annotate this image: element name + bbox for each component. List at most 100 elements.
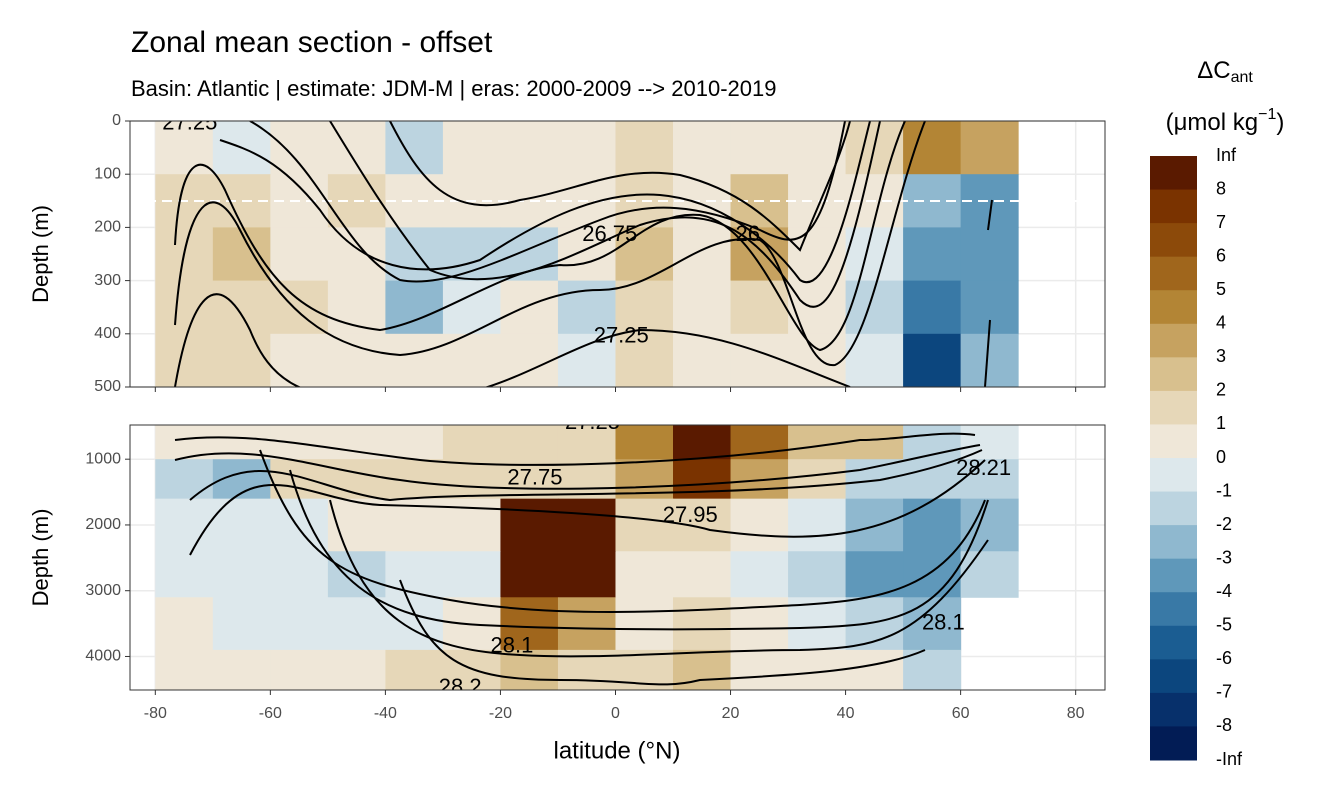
legend-label: -6 (1216, 648, 1232, 668)
y-tick-label: 4000 (85, 648, 121, 665)
field-cell (270, 498, 329, 552)
legend-swatch (1150, 558, 1197, 593)
field-cell (903, 280, 962, 335)
field-cell (155, 597, 214, 651)
field-cell (788, 551, 847, 598)
field-cell (673, 121, 732, 175)
contour-label: 27.75 (507, 465, 562, 490)
y-axis-label: Depth (m) (28, 205, 53, 303)
field-cell (960, 227, 1019, 282)
field-cell (730, 498, 789, 552)
legend-label: -4 (1216, 581, 1232, 601)
legend-swatch (1150, 323, 1197, 358)
panel-lower (155, 425, 1019, 690)
legend-title-sub: ant (1231, 69, 1254, 86)
field-cell (730, 333, 789, 387)
field-cell (960, 459, 1019, 500)
x-tick-label: -40 (374, 705, 397, 722)
contour-label: 28.2 (439, 674, 482, 699)
legend-label: -2 (1216, 514, 1232, 534)
legend-label: 6 (1216, 245, 1226, 265)
y-tick-label: 500 (94, 378, 121, 395)
field-cell (615, 425, 674, 460)
field-cell (212, 649, 271, 690)
y-tick-label: 300 (94, 272, 121, 289)
legend-swatch (1150, 256, 1197, 291)
legend-label: -8 (1216, 715, 1232, 735)
field-cell (155, 459, 214, 500)
field-cell (673, 280, 732, 335)
legend-swatch (1150, 491, 1197, 526)
field-cell (270, 333, 329, 387)
field-cell (960, 333, 1019, 387)
x-tick-label: -20 (489, 705, 512, 722)
legend-label: -1 (1216, 480, 1232, 500)
legend-label: 4 (1216, 313, 1226, 333)
field-cell (730, 649, 789, 690)
field-cell (903, 121, 962, 175)
field-cell (385, 333, 444, 387)
field-cell (673, 649, 732, 690)
field-cell (212, 333, 271, 387)
legend-swatch (1150, 357, 1197, 392)
field-cell (615, 498, 674, 552)
field-cell (270, 649, 329, 690)
contour-label: 27.95 (663, 502, 718, 527)
field-cell (327, 227, 386, 282)
x-tick-label: 40 (837, 705, 855, 722)
field-cell (557, 333, 616, 387)
field-cell (385, 425, 444, 460)
legend-swatch (1150, 424, 1197, 459)
legend-label: -Inf (1216, 749, 1243, 769)
isopycnals-lower: 27.25 27.75 27.95 28.1 28.2 28.1 28.21 (174, 409, 1011, 699)
contour-label: 27.25 (594, 322, 649, 347)
field-cell (270, 280, 329, 335)
field-cell (500, 425, 559, 460)
field-cell (960, 498, 1019, 552)
field-cell (500, 227, 559, 282)
contour-line (399, 579, 926, 686)
field-cell (673, 551, 732, 598)
field-cell (270, 551, 329, 598)
field-cell (557, 425, 616, 460)
field-cell (845, 425, 904, 460)
legend-label: -7 (1216, 682, 1232, 702)
field-cell (442, 280, 501, 335)
contour-label: 27.25 (565, 409, 620, 434)
legend-label: 2 (1216, 380, 1226, 400)
field-cell (845, 649, 904, 690)
legend-swatch (1150, 692, 1197, 727)
field-cell (270, 121, 329, 175)
x-tick-label: -60 (259, 705, 282, 722)
field-cell (615, 597, 674, 651)
legend-title: ΔCant (1197, 57, 1253, 86)
field-cell (673, 227, 732, 282)
field-cell (442, 425, 501, 460)
legend-swatch (1150, 189, 1197, 224)
field-cell (673, 425, 732, 460)
x-axis-label: latitude (°N) (554, 737, 681, 764)
field-cell (730, 280, 789, 335)
legend-label: 7 (1216, 212, 1226, 232)
field-cell (500, 597, 559, 651)
field-cell (557, 121, 616, 175)
field-cell (845, 227, 904, 282)
legend-unit: (μmol kg−1) (1166, 106, 1285, 136)
legend-label: 3 (1216, 346, 1226, 366)
field-cell (903, 649, 962, 690)
field-cell (673, 597, 732, 651)
field-cell (903, 551, 962, 598)
panel-border (129, 120, 1106, 388)
field-cell (903, 333, 962, 387)
legend-unit-main: (μmol kg (1166, 109, 1259, 136)
field-cell (845, 459, 904, 500)
contour-label: 27.25 (162, 109, 217, 134)
legend-label: Inf (1216, 145, 1237, 165)
field-cell (385, 551, 444, 598)
contour-label: 28.21 (956, 455, 1011, 480)
legend-swatch (1150, 625, 1197, 660)
field-cell (442, 333, 501, 387)
legend-unit-close: ) (1276, 109, 1284, 136)
field-cell (327, 597, 386, 651)
